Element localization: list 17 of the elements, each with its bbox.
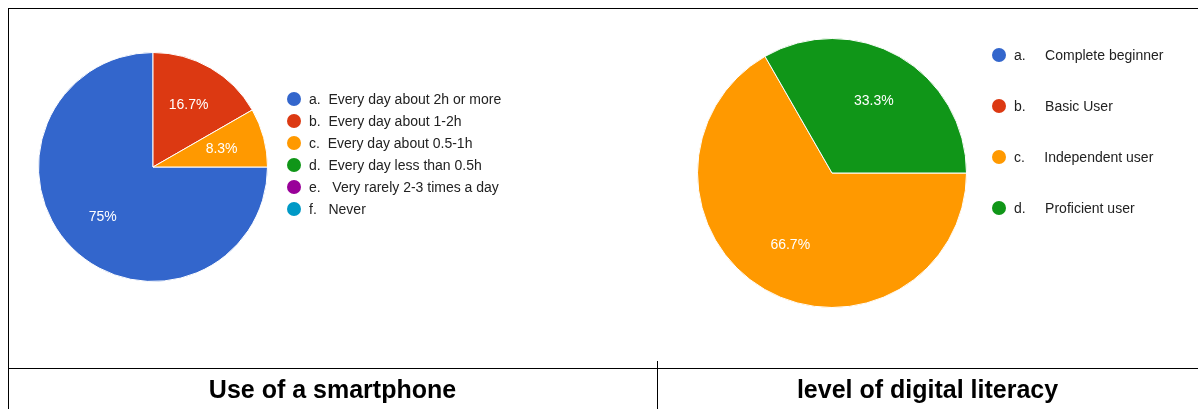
- legend-label: e. Very rarely 2-3 times a day: [308, 178, 500, 197]
- legend-label: f. Never: [308, 200, 367, 219]
- data-label: 8.3%: [205, 139, 238, 156]
- legend-label: d. Every day less than 0.5h: [308, 156, 483, 175]
- text: level of digital literacy: [795, 374, 1060, 405]
- legend-label: b. Every day about 1-2h: [308, 112, 463, 131]
- legend-label: c. Every day about 0.5-1h: [308, 134, 474, 153]
- legend-label: a. Every day about 2h or more: [308, 90, 502, 109]
- data-label: 66.7%: [770, 236, 811, 253]
- text: Use of a smartphone: [207, 374, 458, 405]
- data-label: 33.3%: [853, 91, 894, 108]
- legend-label: a. Complete beginner: [1013, 46, 1164, 65]
- data-label: 75%: [88, 208, 117, 225]
- legend-label: b. Basic User: [1013, 97, 1114, 116]
- data-label: 16.7%: [168, 96, 209, 113]
- legend-label: d. Proficient user: [1013, 199, 1136, 218]
- legend-label: c. Independent user: [1013, 148, 1155, 167]
